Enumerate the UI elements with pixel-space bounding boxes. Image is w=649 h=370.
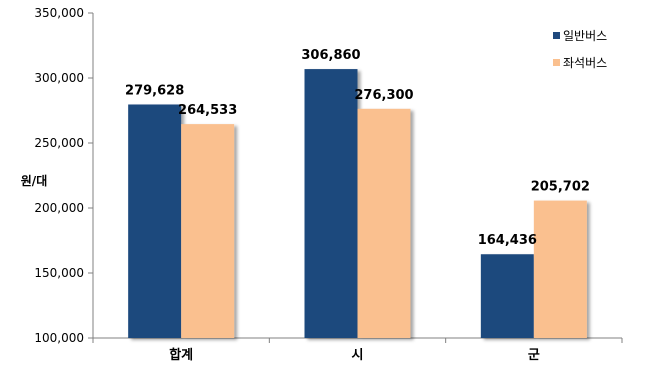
y-tick-label: 250,000 [34, 136, 84, 150]
bars [128, 69, 587, 338]
x-axis: 합계 시 군 [92, 337, 623, 363]
y-tick-label: 200,000 [34, 201, 84, 215]
y-tick-label: 350,000 [34, 6, 84, 20]
bar [181, 124, 235, 338]
data-label: 279,628 [125, 83, 184, 98]
x-category-label: 군 [528, 348, 540, 363]
bar [533, 200, 587, 338]
legend-label: 좌석버스 [563, 56, 607, 70]
data-label: 264,533 [178, 103, 237, 118]
bar [357, 108, 411, 338]
bar [304, 69, 358, 338]
legend-swatch [553, 59, 560, 66]
x-category-label: 시 [352, 348, 364, 363]
y-axis: 100,000 150,000 200,000 250,000 300,000 350,0… [34, 6, 94, 345]
x-category-label: 합계 [169, 347, 193, 363]
y-tick-label: 150,000 [34, 266, 84, 280]
data-label: 276,300 [354, 88, 413, 103]
y-tick-label: 300,000 [34, 71, 84, 85]
data-label: 306,860 [301, 48, 360, 63]
data-labels: 279,628 306,860 164,436 264,533 276,300 205,7… [125, 48, 590, 248]
y-tick-label: 100,000 [34, 331, 84, 345]
bar [128, 104, 182, 338]
y-axis-title: 원/대 [21, 174, 47, 188]
data-label: 205,702 [531, 180, 590, 195]
bar [480, 254, 534, 338]
legend-label: 일반버스 [563, 29, 607, 43]
legend-swatch [553, 32, 560, 39]
data-label: 164,436 [478, 233, 537, 248]
